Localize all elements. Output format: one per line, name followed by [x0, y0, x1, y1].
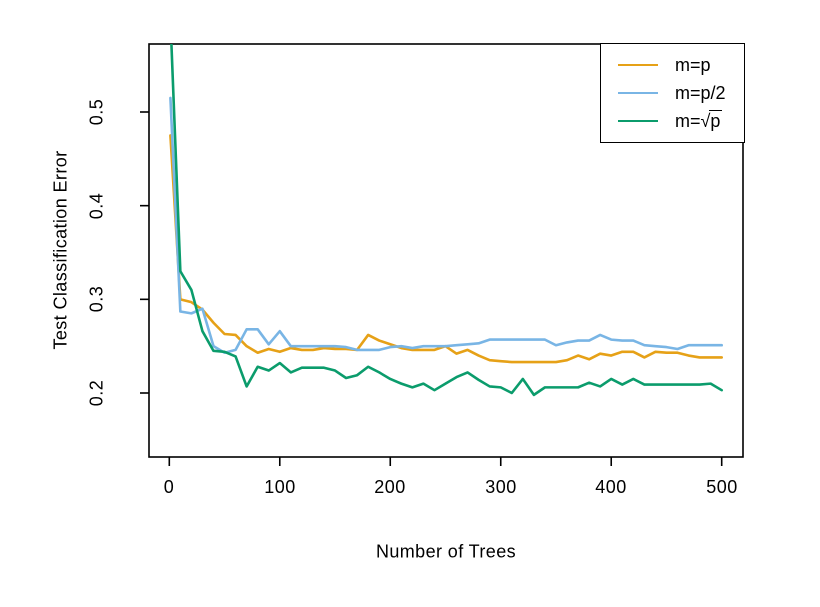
legend-item: m=p/2: [618, 83, 744, 103]
legend-label-prefix: m=: [675, 111, 701, 131]
legend-item: m=p: [618, 55, 744, 75]
x-tick-label: 0: [163, 477, 175, 497]
x-tick-label: 500: [706, 477, 738, 497]
sqrt-radical-icon: √: [700, 111, 711, 131]
x-tick-label: 400: [595, 477, 627, 497]
legend-line-sample-icon: [618, 91, 658, 95]
legend-item: m=√p: [618, 110, 744, 131]
x-tick-label: 200: [374, 477, 406, 497]
x-tick-label: 100: [264, 477, 296, 497]
y-tick-label: 0.4: [86, 192, 107, 220]
y-tick-label: 0.2: [86, 379, 107, 407]
y-axis-title: Test Classification Error: [50, 150, 71, 350]
legend-item-label: m=p: [675, 55, 711, 75]
legend-line-sample-icon: [618, 63, 658, 67]
sqrt-radicand: p: [709, 110, 723, 131]
legend-item-label: m=p/2: [675, 83, 726, 103]
y-tick-label: 0.5: [86, 98, 107, 126]
x-axis-title: Number of Trees: [375, 541, 517, 562]
x-tick-label: 300: [485, 477, 517, 497]
legend-item-label: m=√p: [675, 110, 723, 131]
y-tick-label: 0.3: [86, 285, 107, 313]
legend: m=p m=p/2 m=√p: [600, 43, 745, 143]
legend-line-sample-icon: [618, 119, 658, 123]
